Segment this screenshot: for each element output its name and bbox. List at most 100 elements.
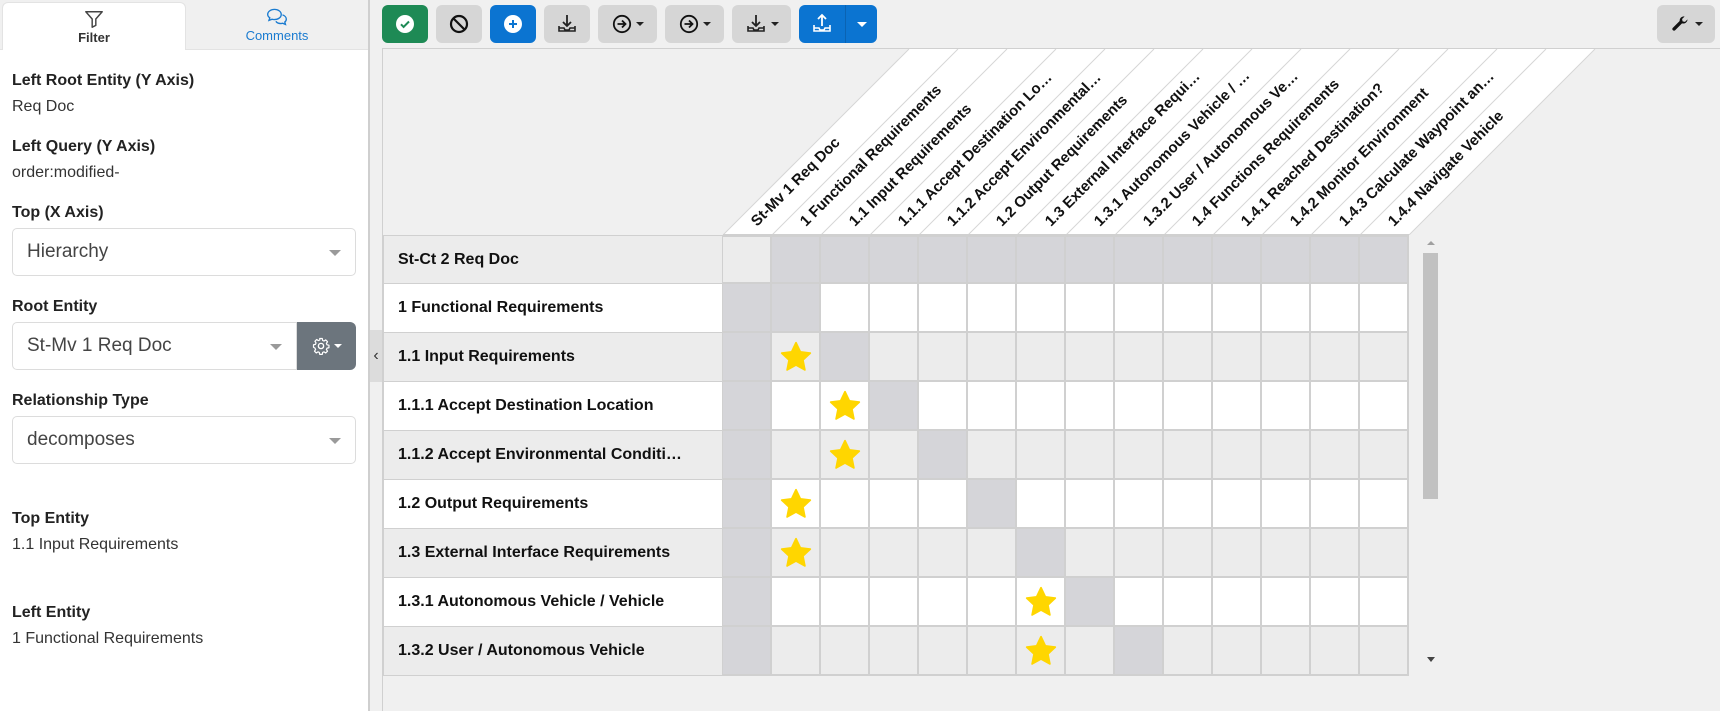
matrix-cell[interactable]	[1213, 382, 1262, 431]
matrix-cell[interactable]	[1017, 382, 1066, 431]
matrix-cell[interactable]	[1213, 431, 1262, 480]
matrix-cell[interactable]	[919, 284, 968, 333]
matrix-cell[interactable]	[772, 578, 821, 627]
matrix-cell[interactable]	[1066, 578, 1115, 627]
matrix-cell[interactable]	[1017, 480, 1066, 529]
matrix-cell[interactable]	[1262, 284, 1311, 333]
root-entity-settings-button[interactable]	[297, 322, 356, 370]
matrix-cell[interactable]	[1164, 480, 1213, 529]
matrix-cell[interactable]	[1066, 235, 1115, 284]
matrix-cell[interactable]	[1360, 480, 1409, 529]
matrix-cell[interactable]	[1262, 529, 1311, 578]
row-header[interactable]: St-Ct 2 Req Doc	[383, 235, 723, 284]
matrix-cell[interactable]	[1311, 235, 1360, 284]
matrix-cell[interactable]	[772, 235, 821, 284]
matrix-cell[interactable]	[1213, 480, 1262, 529]
navigate-dropdown-2[interactable]	[665, 5, 724, 43]
scroll-up-icon[interactable]	[1427, 241, 1435, 245]
tab-comments[interactable]: Comments	[186, 0, 368, 49]
matrix-cell[interactable]	[919, 235, 968, 284]
vertical-scrollbar[interactable]	[1420, 235, 1444, 675]
matrix-cell[interactable]	[772, 382, 821, 431]
matrix-cell[interactable]	[1311, 480, 1360, 529]
matrix-cell[interactable]	[1360, 578, 1409, 627]
navigate-dropdown-1[interactable]	[598, 5, 657, 43]
matrix-cell[interactable]	[1164, 627, 1213, 676]
matrix-cell[interactable]	[772, 529, 821, 578]
matrix-cell[interactable]	[772, 284, 821, 333]
matrix-cell[interactable]	[1115, 578, 1164, 627]
settings-button[interactable]	[1657, 5, 1715, 43]
matrix-cell[interactable]	[870, 431, 919, 480]
import-dropdown-button[interactable]	[732, 5, 791, 43]
matrix-cell[interactable]	[723, 333, 772, 382]
matrix-cell[interactable]	[1017, 284, 1066, 333]
matrix-cell[interactable]	[1360, 627, 1409, 676]
matrix-cell[interactable]	[723, 382, 772, 431]
row-header[interactable]: 1.2 Output Requirements	[383, 480, 723, 529]
row-header[interactable]: 1.3.2 User / Autonomous Vehicle	[383, 627, 723, 676]
matrix-cell[interactable]	[870, 480, 919, 529]
matrix-cell[interactable]	[919, 578, 968, 627]
matrix-cell[interactable]	[821, 235, 870, 284]
matrix-cell[interactable]	[1164, 333, 1213, 382]
matrix-cell[interactable]	[1066, 480, 1115, 529]
matrix-cell[interactable]	[723, 480, 772, 529]
matrix-cell[interactable]	[1213, 578, 1262, 627]
matrix-cell[interactable]	[919, 382, 968, 431]
matrix-cell[interactable]	[821, 529, 870, 578]
relationship-type-select[interactable]: decomposes	[12, 416, 356, 464]
matrix-cell[interactable]	[821, 382, 870, 431]
matrix-cell[interactable]	[1164, 382, 1213, 431]
matrix-cell[interactable]	[1311, 627, 1360, 676]
matrix-cell[interactable]	[821, 333, 870, 382]
import-button[interactable]	[544, 5, 590, 43]
matrix-cell[interactable]	[1115, 235, 1164, 284]
matrix-cell[interactable]	[1115, 333, 1164, 382]
matrix-cell[interactable]	[821, 480, 870, 529]
add-button[interactable]	[490, 5, 536, 43]
approve-button[interactable]	[382, 5, 428, 43]
matrix-cell[interactable]	[1311, 578, 1360, 627]
matrix-cell[interactable]	[1066, 627, 1115, 676]
matrix-cell[interactable]	[1262, 333, 1311, 382]
matrix-cell[interactable]	[1066, 284, 1115, 333]
matrix-cell[interactable]	[821, 627, 870, 676]
matrix-cell[interactable]	[870, 578, 919, 627]
matrix-cell[interactable]	[1262, 431, 1311, 480]
matrix-cell[interactable]	[772, 627, 821, 676]
matrix-cell[interactable]	[919, 333, 968, 382]
matrix-cell[interactable]	[870, 333, 919, 382]
matrix-cell[interactable]	[870, 382, 919, 431]
collapse-sidebar-button[interactable]: ‹	[370, 330, 382, 382]
matrix-cell[interactable]	[1360, 529, 1409, 578]
matrix-cell[interactable]	[1115, 431, 1164, 480]
matrix-cell[interactable]	[1115, 480, 1164, 529]
matrix-cell[interactable]	[1115, 627, 1164, 676]
matrix-cell[interactable]	[1017, 627, 1066, 676]
matrix-cell[interactable]	[870, 284, 919, 333]
matrix-cell[interactable]	[968, 627, 1017, 676]
matrix-cell[interactable]	[772, 431, 821, 480]
matrix-cell[interactable]	[1115, 382, 1164, 431]
matrix-cell[interactable]	[1017, 529, 1066, 578]
matrix-cell[interactable]	[968, 529, 1017, 578]
matrix-cell[interactable]	[1164, 235, 1213, 284]
matrix-cell[interactable]	[968, 382, 1017, 431]
matrix-cell[interactable]	[1262, 382, 1311, 431]
matrix-cell[interactable]	[1262, 627, 1311, 676]
matrix-cell[interactable]	[821, 431, 870, 480]
root-entity-select[interactable]: St-Mv 1 Req Doc	[12, 322, 297, 370]
matrix-cell[interactable]	[919, 431, 968, 480]
matrix-cell[interactable]	[1066, 529, 1115, 578]
matrix-cell[interactable]	[870, 529, 919, 578]
matrix-cell[interactable]	[1066, 382, 1115, 431]
matrix-cell[interactable]	[1311, 382, 1360, 431]
matrix-cell[interactable]	[1213, 284, 1262, 333]
matrix-cell[interactable]	[870, 627, 919, 676]
export-dropdown-toggle[interactable]	[845, 5, 877, 43]
matrix-cell[interactable]	[919, 529, 968, 578]
matrix-cell[interactable]	[1213, 529, 1262, 578]
matrix-cell[interactable]	[1066, 333, 1115, 382]
matrix-cell[interactable]	[968, 284, 1017, 333]
